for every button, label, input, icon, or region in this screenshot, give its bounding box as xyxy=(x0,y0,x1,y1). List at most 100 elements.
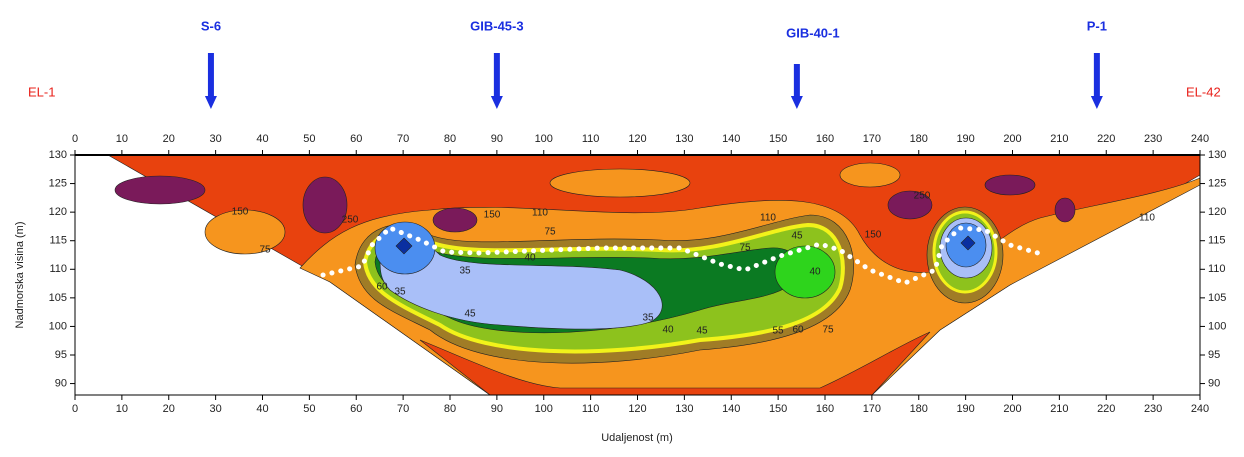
x-tick-label: 140 xyxy=(722,403,740,415)
electrode-label: EL-42 xyxy=(1186,84,1221,99)
region xyxy=(204,209,286,255)
contour-labels: 150 110 150 75 110 75 45 75 35 40 60 35 … xyxy=(232,191,1156,337)
electrode-label: EL-1 xyxy=(28,84,55,99)
y-tick-label: 95 xyxy=(1208,349,1220,361)
y-tick-label: 110 xyxy=(49,263,67,275)
y-tick-label: 90 xyxy=(55,377,67,389)
x-tick-label: 90 xyxy=(491,403,503,415)
borehole-label: GIB-40-1 xyxy=(786,25,839,40)
x-tick-label: 100 xyxy=(535,133,553,145)
region xyxy=(114,175,206,205)
x-tick-label: 90 xyxy=(491,133,503,145)
contour-label: 75 xyxy=(544,227,556,238)
borehole-label: S-6 xyxy=(201,18,221,33)
x-tick-label: 140 xyxy=(722,133,740,145)
region xyxy=(1054,197,1076,223)
region xyxy=(887,190,933,220)
contour-fill xyxy=(106,154,1201,396)
x-tick-label: 50 xyxy=(303,133,315,145)
contour-label: 150 xyxy=(865,230,882,241)
y-tick-label: 125 xyxy=(49,177,67,189)
borehole-label: P-1 xyxy=(1087,18,1107,33)
region xyxy=(839,162,901,188)
region xyxy=(302,176,348,234)
x-tick-label: 70 xyxy=(397,133,409,145)
x-tick-label: 50 xyxy=(303,403,315,415)
borehole-arrow-head xyxy=(490,96,503,109)
y-tick-label: 110 xyxy=(1208,263,1226,275)
borehole-arrow-head xyxy=(1090,96,1103,109)
x-tick-label: 30 xyxy=(210,133,222,145)
borehole-arrow-head xyxy=(790,96,803,109)
contour-label: 75 xyxy=(739,243,751,254)
y-tick-label: 95 xyxy=(55,349,67,361)
y-tick-label: 115 xyxy=(49,235,67,247)
x-tick-label: 60 xyxy=(350,133,362,145)
x-tick-label: 80 xyxy=(444,133,456,145)
x-tick-label: 170 xyxy=(863,403,881,415)
water-table-line xyxy=(320,225,1048,286)
contour-label: 45 xyxy=(791,231,803,242)
x-tick-label: 10 xyxy=(116,133,128,145)
x-tick-label: 190 xyxy=(956,133,974,145)
contour-label: 60 xyxy=(376,282,388,293)
region xyxy=(774,245,836,299)
contour-label: 40 xyxy=(524,253,536,264)
x-tick-label: 230 xyxy=(1144,403,1162,415)
y-axis-label: Nadmorska visina (m) xyxy=(14,222,26,329)
x-tick-label: 110 xyxy=(582,133,600,145)
x-tick-label: 150 xyxy=(769,133,787,145)
contour-label: 35 xyxy=(642,313,654,324)
region xyxy=(549,168,691,198)
borehole-label: GIB-45-3 xyxy=(470,18,523,33)
x-tick-label: 240 xyxy=(1191,133,1209,145)
x-tick-label: 80 xyxy=(444,403,456,415)
x-tick-label: 200 xyxy=(1003,403,1021,415)
x-tick-label: 210 xyxy=(1050,403,1068,415)
x-tick-label: 60 xyxy=(350,403,362,415)
y-tick-label: 125 xyxy=(1208,177,1226,189)
x-tick-label: 230 xyxy=(1144,133,1162,145)
x-tick-label: 160 xyxy=(816,403,834,415)
region xyxy=(379,238,663,330)
x-tick-label: 210 xyxy=(1050,133,1068,145)
contour-label: 150 xyxy=(232,207,249,218)
contour-label: 55 xyxy=(772,326,784,337)
x-tick-label: 120 xyxy=(628,133,646,145)
y-tick-label: 105 xyxy=(49,292,67,304)
contour-label: 35 xyxy=(459,266,471,277)
contour-label: 250 xyxy=(914,191,931,202)
x-tick-label: 40 xyxy=(256,133,268,145)
x-tick-label: 30 xyxy=(210,403,222,415)
y-tick-label: 120 xyxy=(1208,206,1226,218)
x-tick-label: 190 xyxy=(956,403,974,415)
x-tick-label: 20 xyxy=(163,403,175,415)
region xyxy=(395,237,413,255)
contour-label: 45 xyxy=(696,326,708,337)
region xyxy=(960,235,976,251)
y-tick-label: 90 xyxy=(1208,377,1220,389)
region xyxy=(419,331,931,396)
contour-label: 75 xyxy=(259,245,271,256)
contour-label: 45 xyxy=(464,309,476,320)
x-tick-label: 180 xyxy=(910,133,928,145)
x-tick-label: 180 xyxy=(910,403,928,415)
y-tick-label: 130 xyxy=(49,149,67,161)
x-tick-label: 40 xyxy=(256,403,268,415)
contour-label: 110 xyxy=(532,208,548,219)
x-tick-label: 10 xyxy=(116,403,128,415)
contour-label: 150 xyxy=(484,210,501,221)
x-tick-label: 110 xyxy=(582,403,600,415)
x-tick-label: 200 xyxy=(1003,133,1021,145)
x-tick-label: 0 xyxy=(72,403,78,415)
contour-label: 35 xyxy=(394,287,406,298)
y-tick-label: 120 xyxy=(49,206,67,218)
contour-label: 110 xyxy=(1139,213,1155,224)
y-tick-label: 105 xyxy=(1208,292,1226,304)
contour-label: 250 xyxy=(342,215,359,226)
x-axis-label: Udaljenost (m) xyxy=(601,432,673,444)
y-tick-label: 100 xyxy=(49,320,67,332)
contour-label: 110 xyxy=(760,213,776,224)
x-tick-label: 130 xyxy=(675,403,693,415)
